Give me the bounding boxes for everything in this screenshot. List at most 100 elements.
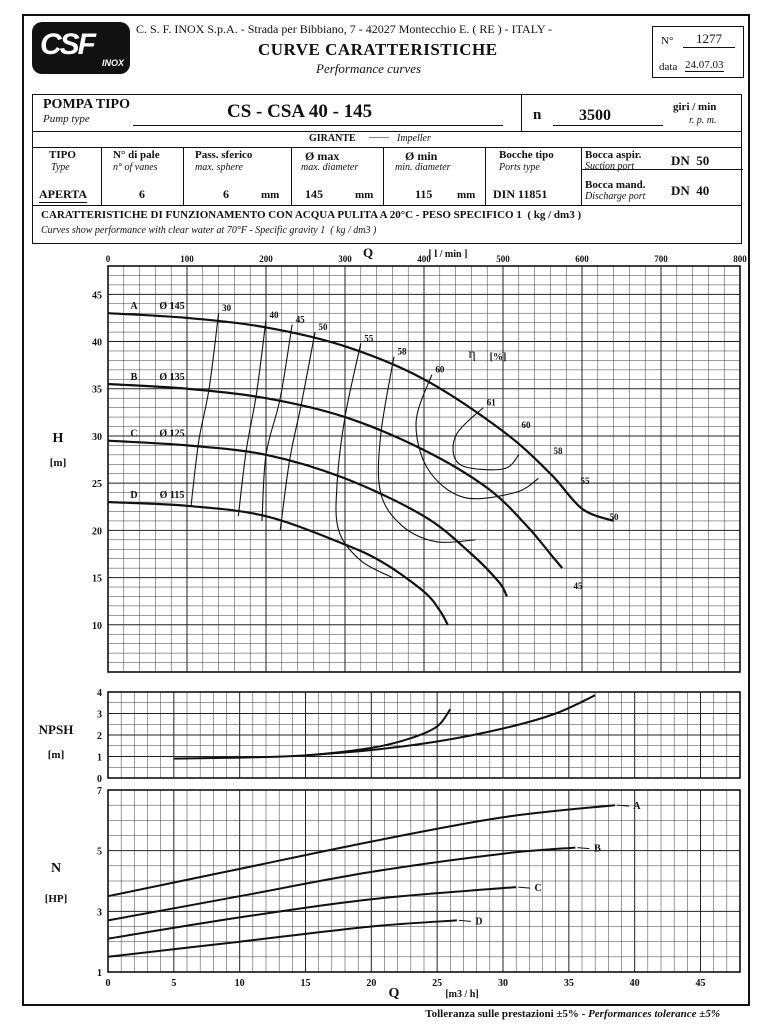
min-diameter-label: Ø min [405, 149, 438, 163]
logo-text: CSF [40, 28, 96, 61]
company-logo: CSF INOX [32, 22, 130, 74]
vanes-value: 6 [139, 187, 145, 201]
efficiency-label-40: 40 [270, 310, 280, 320]
head-curve-label-A: A [130, 301, 138, 312]
efficiency-end-label-60: 60 [522, 420, 532, 430]
head-y-tick-label: 45 [92, 290, 102, 301]
head-curve-diameter-B: Ø 135 [159, 372, 184, 383]
type-label: TIPO [49, 149, 76, 161]
head-y-axis-label: H [53, 431, 64, 446]
head-curve-D [107, 500, 449, 626]
power-curve-label-B: B [594, 844, 601, 855]
npsh-chart: 0 1 2 3 4 NPSH [m] [39, 688, 741, 785]
power-curve-leader-C [518, 886, 531, 889]
power-curve-C [107, 886, 517, 940]
efficiency-contour-50 [279, 331, 316, 531]
document-number-box: N° 1277 data 24.07.03 [652, 26, 744, 78]
power-x-tick-label: 10 [235, 978, 245, 989]
power-plot-border [107, 789, 741, 973]
power-y-axis-unit: [HP] [45, 893, 68, 905]
power-y-tick-label: 7 [97, 786, 102, 797]
ports-label: Bocche tipo [499, 149, 554, 161]
head-y-tick-label: 20 [92, 526, 102, 537]
head-x-tick-label: 800 [733, 254, 747, 264]
head-curve-label-D: D [130, 490, 137, 501]
power-curve-leader-D [458, 919, 471, 922]
tolerance-text: Tolleranza sulle prestazioni ±5% [425, 1008, 579, 1020]
head-x-axis-label: Q [363, 245, 373, 260]
power-x-tick-label: 45 [696, 978, 706, 989]
head-x-tick-label: 700 [654, 254, 668, 264]
impeller-label: GIRANTE [309, 133, 356, 144]
company-address: C. S. F. INOX S.p.A. - Strada per Bibbia… [136, 22, 553, 36]
suction-value: DN 50 [671, 153, 710, 168]
power-curve-leader-B [577, 847, 590, 850]
power-curve-label-A: A [633, 801, 641, 812]
power-x-tick-label: 25 [432, 978, 442, 989]
efficiency-label-61: 61 [487, 398, 497, 408]
npsh-y-tick-label: 2 [97, 731, 102, 742]
suction-label-en: Suction port [585, 161, 635, 172]
head-x-tick-label: 500 [496, 254, 510, 264]
npsh-y-tick-label: 3 [97, 710, 102, 721]
speed-label: n [533, 107, 542, 123]
power-curve-B [107, 846, 576, 922]
npsh-y-tick-label: 1 [97, 753, 102, 764]
head-curve-label-C: C [130, 429, 137, 440]
head-curve-diameter-C: Ø 125 [159, 429, 184, 440]
number-label: N° [661, 35, 674, 47]
power-curve-label-C: C [535, 883, 542, 894]
npsh-curve-NPSH-A [305, 694, 596, 757]
efficiency-end-label-45: 45 [574, 581, 584, 591]
sphere-label: Pass. sferico [195, 149, 253, 161]
npsh-y-axis-unit: [m] [48, 749, 65, 761]
head-x-tick-label: 300 [338, 254, 352, 264]
power-x-axis-label: Q [389, 986, 400, 1001]
rpm-label-en: r. p. m. [689, 115, 717, 126]
tolerance-text-en: - Performances tolerance ±5% [581, 1008, 720, 1020]
head-y-tick-label: 40 [92, 338, 102, 349]
sphere-unit: mm [261, 189, 280, 201]
head-curve-diameter-D: Ø 115 [160, 490, 185, 501]
min-diameter-value: 115 [415, 187, 433, 201]
efficiency-contour-55 [335, 343, 393, 579]
power-x-tick-label: 35 [564, 978, 574, 989]
date-label: data [659, 61, 678, 73]
efficiency-contour-61 [452, 407, 520, 471]
min-diameter-unit: mm [457, 189, 476, 201]
discharge-value: DN 40 [671, 183, 710, 198]
impeller-label-en: Impeller [397, 133, 431, 144]
min-diameter-label-en: min. diameter [395, 162, 451, 173]
sphere-label-en: max. sphere [195, 162, 243, 173]
type-value: APERTA [39, 187, 88, 203]
efficiency-end-label-50: 50 [610, 512, 620, 522]
head-curve-C [107, 439, 508, 598]
power-y-tick-label: 3 [97, 907, 102, 918]
head-y-tick-label: 30 [92, 432, 102, 443]
head-y-tick-label: 15 [92, 574, 102, 585]
page-subtitle: Performance curves [316, 61, 422, 76]
ports-value: DIN 11851 [493, 187, 548, 201]
page-title: CURVE CARATTERISTICHE [258, 40, 498, 59]
efficiency-label-60: 60 [435, 365, 445, 375]
npsh-curve-NPSH-D [173, 708, 452, 760]
spec-table: POMPA TIPO Pump type CS - CSA 40 - 145 n… [32, 94, 743, 244]
npsh-y-axis-label: NPSH [39, 722, 74, 737]
head-x-axis-unit: [ l / min ] [429, 249, 468, 260]
head-curve-A [107, 312, 614, 522]
logo-sub: INOX [101, 58, 124, 68]
power-y-tick-label: 5 [97, 847, 102, 858]
power-x-tick-label: 5 [171, 978, 176, 989]
head-y-axis-unit: [m] [50, 457, 67, 469]
npsh-plot-border [107, 691, 741, 779]
discharge-label: Bocca mand. [585, 179, 646, 191]
head-chart: 0 100 200 300 400 500 600 700 800 10 15 20 25 30 35 40 4… [50, 245, 747, 673]
head-plot-border [107, 265, 741, 673]
efficiency-symbol: η [468, 347, 475, 362]
power-y-tick-label: 1 [97, 968, 102, 979]
document-number: 1277 [683, 31, 735, 48]
power-x-tick-label: 30 [498, 978, 508, 989]
head-y-tick-label: 10 [92, 621, 102, 632]
efficiency-label-50: 50 [318, 322, 328, 332]
